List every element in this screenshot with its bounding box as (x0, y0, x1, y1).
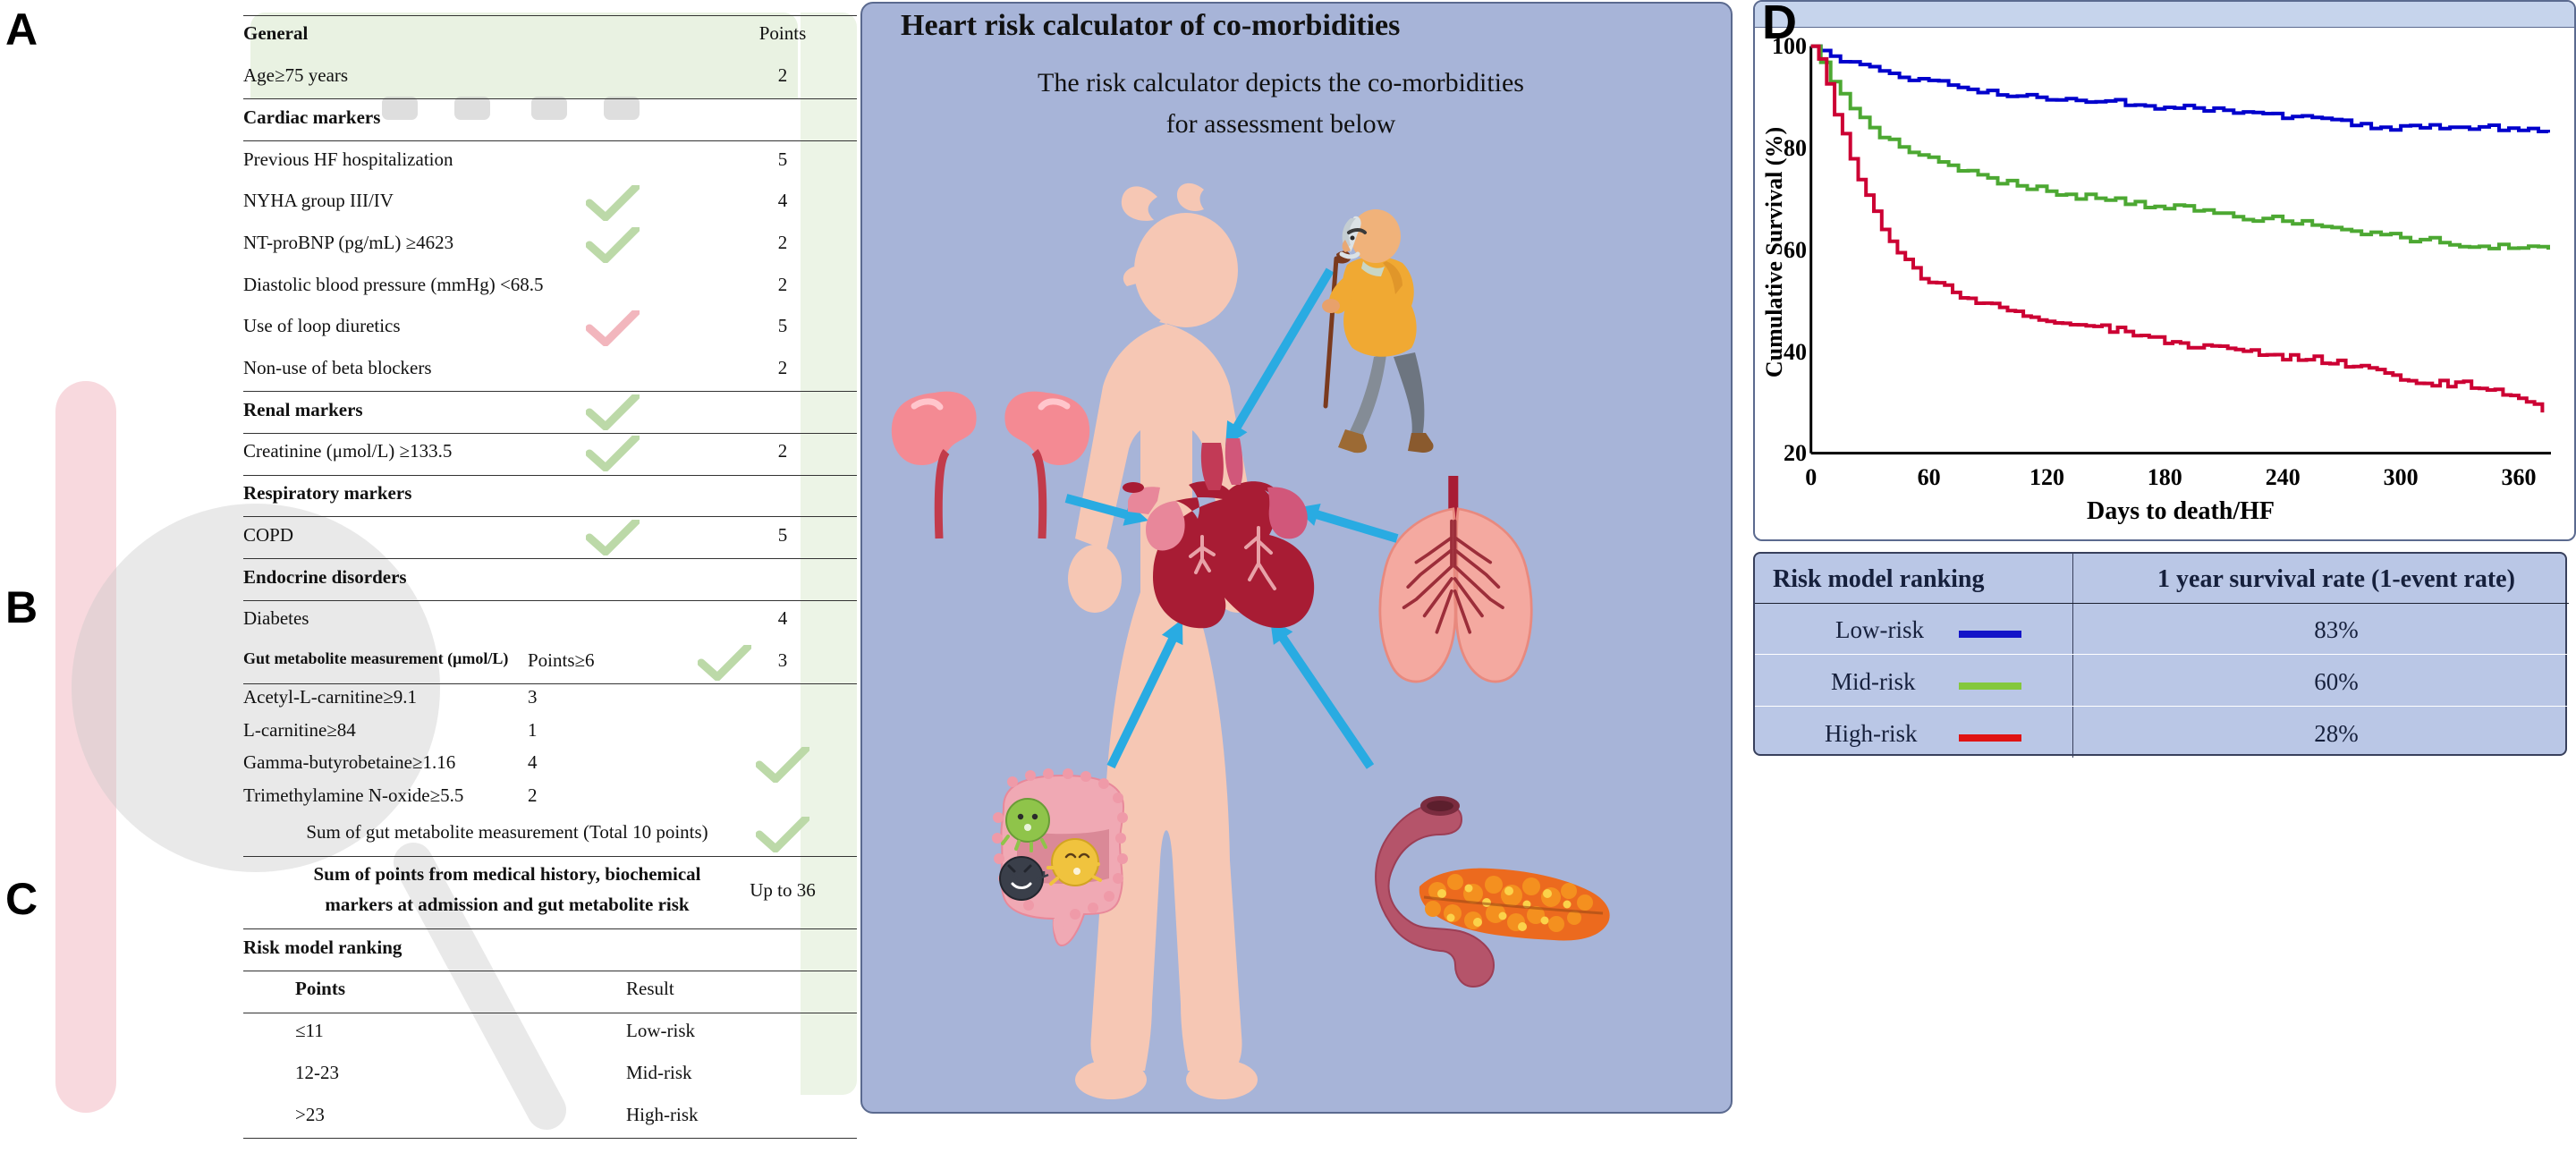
svg-text:Cumulative Survival (%): Cumulative Survival (%) (1761, 127, 1787, 377)
svg-text:0: 0 (1805, 464, 1817, 490)
svg-text:120: 120 (2029, 464, 2064, 490)
svg-text:Days to death/HF: Days to death/HF (2087, 497, 2275, 525)
svg-text:60: 60 (1918, 464, 1941, 490)
svg-text:360: 360 (2502, 464, 2537, 490)
svg-text:300: 300 (2384, 464, 2419, 490)
svg-text:100: 100 (1772, 33, 1807, 59)
svg-text:180: 180 (2148, 464, 2182, 490)
svg-text:240: 240 (2266, 464, 2301, 490)
svg-text:20: 20 (1784, 440, 1807, 466)
